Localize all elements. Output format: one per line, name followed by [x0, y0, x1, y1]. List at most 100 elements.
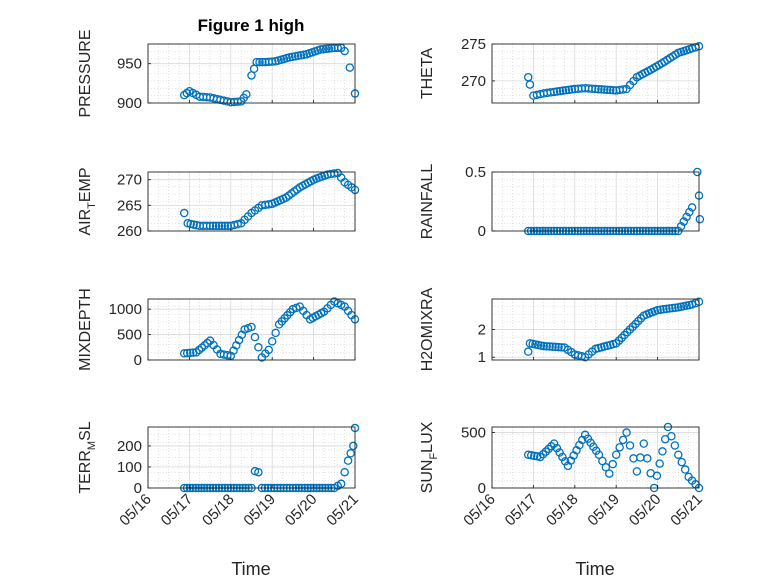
data-point [614, 336, 624, 345]
data-point [670, 441, 680, 450]
data-point [271, 328, 280, 338]
data-point [611, 339, 621, 348]
data-point [217, 221, 227, 231]
data-series [523, 297, 704, 362]
data-point [340, 46, 349, 56]
y-tick-label: 275 [461, 36, 486, 53]
data-point [208, 221, 218, 231]
data-point [615, 443, 624, 452]
figure-title: Figure 1 high [198, 16, 305, 35]
axes-box [147, 43, 356, 104]
data-point [179, 208, 189, 218]
data-point [525, 80, 535, 89]
data-point [186, 348, 195, 358]
data-point [598, 456, 607, 466]
x-tick-label: 05/18 [543, 491, 582, 530]
data-point [591, 84, 600, 94]
data-point [636, 314, 646, 323]
data-point [255, 57, 264, 67]
data-point [558, 452, 567, 462]
data-point [533, 452, 542, 461]
data-point [258, 57, 267, 67]
data-point [674, 450, 683, 459]
y-tick-label: 100 [117, 459, 142, 476]
data-point [202, 221, 211, 231]
data-point [544, 444, 553, 454]
data-point [336, 479, 346, 489]
data-point [254, 343, 263, 352]
y-tick-label: 270 [461, 73, 486, 90]
data-point [179, 349, 189, 358]
y-axis-label: SUNFLUX [419, 421, 440, 493]
data-point [548, 342, 557, 351]
data-point [523, 450, 533, 459]
data-point [658, 447, 667, 456]
data-point [603, 85, 612, 95]
data-point [597, 85, 606, 94]
data-point [254, 467, 263, 477]
axes-box [147, 298, 356, 361]
data-point [608, 459, 618, 469]
data-point [343, 456, 353, 465]
data-point [247, 322, 256, 332]
data-point [617, 333, 626, 343]
data-point [539, 341, 549, 351]
x-tick-label: 05/21 [323, 491, 362, 530]
data-point [192, 348, 201, 357]
data-point [662, 304, 671, 314]
data-point [608, 86, 618, 95]
data-point [679, 217, 689, 226]
data-point [349, 441, 358, 451]
subplot-pressure: 900 950 PRESSURE [77, 29, 360, 118]
data-point [536, 452, 545, 462]
data-point [618, 435, 628, 445]
y-axis-label-part: AIR [77, 209, 94, 236]
axes-box [147, 426, 356, 489]
data-point [555, 448, 564, 457]
data-point [625, 441, 635, 450]
y-tick-label: 0 [134, 352, 142, 369]
y-axis-label: AIRTEMP [77, 167, 98, 235]
y-axis-label-part: SL [77, 421, 94, 441]
data-point [223, 221, 233, 231]
y-tick-label: 0 [134, 480, 142, 497]
y-axis-label: THETA [419, 48, 436, 100]
data-point [587, 84, 597, 93]
y-axis-label: TERRMSL [77, 421, 98, 493]
data-point [560, 457, 570, 466]
data-point [340, 467, 349, 477]
data-point [264, 345, 273, 355]
y-axis-label: MIXDEPTH [77, 288, 94, 371]
data-point [345, 63, 355, 72]
axes-box [491, 426, 700, 489]
data-point [555, 86, 565, 96]
data-point [594, 450, 604, 459]
y-axis-label: RAINFALL [419, 164, 436, 240]
y-tick-label: 265 [117, 197, 142, 214]
x-tick-label: 05/18 [199, 491, 238, 530]
axes-box [491, 43, 700, 104]
data-point [538, 450, 548, 459]
y-tick-label: 200 [117, 438, 142, 455]
data-point [346, 449, 355, 458]
data-point [685, 207, 694, 217]
data-point [605, 469, 614, 478]
y-tick-label: 500 [117, 327, 142, 344]
data-point [622, 328, 632, 337]
data-point [242, 90, 251, 99]
y-tick-label: 950 [117, 56, 142, 73]
data-point [319, 44, 328, 54]
data-point [631, 319, 640, 329]
subplot-air-temp: 260 265 270 AIRTEMP [77, 167, 360, 240]
data-point [668, 303, 677, 313]
data-point [620, 330, 629, 340]
x-tick-label: 05/19 [240, 491, 279, 530]
y-tick-label: 0 [478, 223, 486, 240]
data-point [653, 305, 662, 315]
plot-area [148, 172, 355, 231]
subplot-grid: 900 950 PRESSURE 270 275 THETA 260 265 270 AIRTEM… [77, 29, 706, 529]
y-tick-label: 500 [461, 425, 486, 442]
data-point [267, 57, 277, 66]
subplot-h2omixra: 1 2 H2OMIXRA [419, 287, 704, 371]
data-point [551, 342, 560, 352]
